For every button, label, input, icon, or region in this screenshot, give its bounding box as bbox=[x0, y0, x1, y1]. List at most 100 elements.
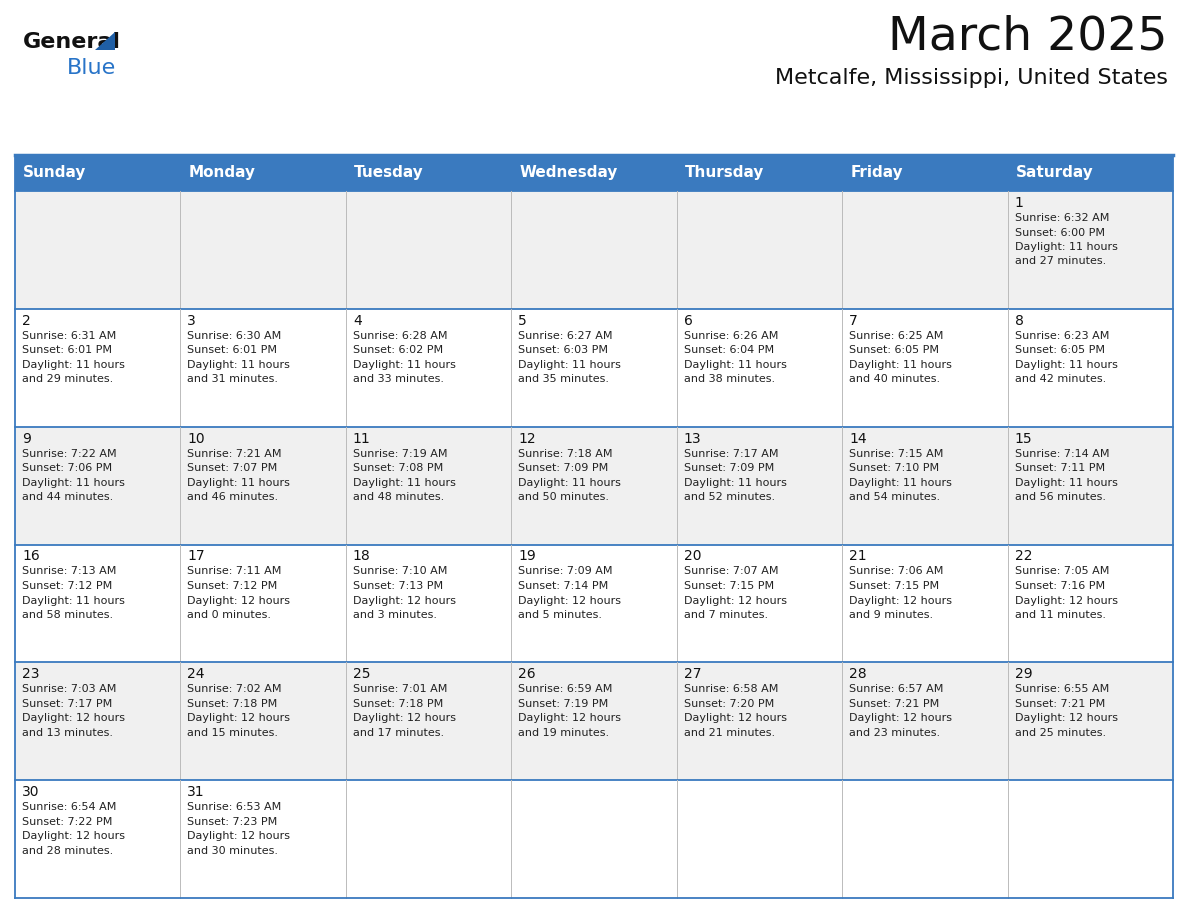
Text: Daylight: 11 hours: Daylight: 11 hours bbox=[1015, 242, 1118, 252]
Text: Daylight: 11 hours: Daylight: 11 hours bbox=[684, 360, 786, 370]
Text: Sunset: 7:13 PM: Sunset: 7:13 PM bbox=[353, 581, 443, 591]
Text: Daylight: 11 hours: Daylight: 11 hours bbox=[849, 477, 952, 487]
Text: Sunrise: 6:32 AM: Sunrise: 6:32 AM bbox=[1015, 213, 1108, 223]
Text: 11: 11 bbox=[353, 431, 371, 445]
Text: 9: 9 bbox=[23, 431, 31, 445]
Text: Daylight: 11 hours: Daylight: 11 hours bbox=[1015, 477, 1118, 487]
Text: Daylight: 12 hours: Daylight: 12 hours bbox=[188, 713, 290, 723]
Text: and 27 minutes.: and 27 minutes. bbox=[1015, 256, 1106, 266]
Text: and 35 minutes.: and 35 minutes. bbox=[518, 375, 609, 385]
Text: Sunset: 7:17 PM: Sunset: 7:17 PM bbox=[23, 699, 112, 709]
Text: and 9 minutes.: and 9 minutes. bbox=[849, 610, 934, 620]
Text: Sunset: 6:03 PM: Sunset: 6:03 PM bbox=[518, 345, 608, 355]
Text: Sunset: 7:21 PM: Sunset: 7:21 PM bbox=[1015, 699, 1105, 709]
Text: Sunset: 7:09 PM: Sunset: 7:09 PM bbox=[518, 464, 608, 473]
Text: 13: 13 bbox=[684, 431, 701, 445]
Text: 25: 25 bbox=[353, 667, 371, 681]
Text: Daylight: 12 hours: Daylight: 12 hours bbox=[684, 596, 786, 606]
Text: Sunset: 7:14 PM: Sunset: 7:14 PM bbox=[518, 581, 608, 591]
Text: Friday: Friday bbox=[851, 165, 903, 181]
Text: Sunrise: 7:03 AM: Sunrise: 7:03 AM bbox=[23, 684, 116, 694]
Text: 30: 30 bbox=[23, 785, 39, 800]
Bar bbox=[15, 427, 1173, 544]
Text: and 28 minutes.: and 28 minutes. bbox=[23, 845, 113, 856]
Text: and 33 minutes.: and 33 minutes. bbox=[353, 375, 444, 385]
Text: and 15 minutes.: and 15 minutes. bbox=[188, 728, 278, 738]
Text: and 31 minutes.: and 31 minutes. bbox=[188, 375, 278, 385]
Text: Sunrise: 7:05 AM: Sunrise: 7:05 AM bbox=[1015, 566, 1108, 577]
Text: Blue: Blue bbox=[67, 58, 116, 78]
Text: 14: 14 bbox=[849, 431, 867, 445]
Text: and 5 minutes.: and 5 minutes. bbox=[518, 610, 602, 620]
Text: 17: 17 bbox=[188, 550, 206, 564]
Text: and 19 minutes.: and 19 minutes. bbox=[518, 728, 609, 738]
Text: Sunset: 6:01 PM: Sunset: 6:01 PM bbox=[23, 345, 112, 355]
Text: and 42 minutes.: and 42 minutes. bbox=[1015, 375, 1106, 385]
Text: Sunrise: 7:18 AM: Sunrise: 7:18 AM bbox=[518, 449, 613, 459]
Text: and 50 minutes.: and 50 minutes. bbox=[518, 492, 609, 502]
Text: and 3 minutes.: and 3 minutes. bbox=[353, 610, 437, 620]
Text: and 23 minutes.: and 23 minutes. bbox=[849, 728, 940, 738]
Text: Sunrise: 6:55 AM: Sunrise: 6:55 AM bbox=[1015, 684, 1108, 694]
Text: 6: 6 bbox=[684, 314, 693, 328]
Bar bbox=[15, 544, 1173, 662]
Text: Sunrise: 6:58 AM: Sunrise: 6:58 AM bbox=[684, 684, 778, 694]
Text: Monday: Monday bbox=[189, 165, 255, 181]
Text: Sunrise: 7:21 AM: Sunrise: 7:21 AM bbox=[188, 449, 282, 459]
Text: Daylight: 11 hours: Daylight: 11 hours bbox=[23, 360, 125, 370]
Text: Daylight: 12 hours: Daylight: 12 hours bbox=[1015, 713, 1118, 723]
Text: Daylight: 12 hours: Daylight: 12 hours bbox=[1015, 596, 1118, 606]
Text: and 30 minutes.: and 30 minutes. bbox=[188, 845, 278, 856]
Text: 8: 8 bbox=[1015, 314, 1023, 328]
Text: 12: 12 bbox=[518, 431, 536, 445]
Text: Daylight: 12 hours: Daylight: 12 hours bbox=[518, 596, 621, 606]
Text: Sunset: 7:20 PM: Sunset: 7:20 PM bbox=[684, 699, 773, 709]
Text: 27: 27 bbox=[684, 667, 701, 681]
Text: and 56 minutes.: and 56 minutes. bbox=[1015, 492, 1106, 502]
Text: Daylight: 11 hours: Daylight: 11 hours bbox=[188, 360, 290, 370]
Text: Daylight: 12 hours: Daylight: 12 hours bbox=[849, 596, 952, 606]
Text: Sunrise: 7:06 AM: Sunrise: 7:06 AM bbox=[849, 566, 943, 577]
Text: 22: 22 bbox=[1015, 550, 1032, 564]
Text: Sunset: 7:15 PM: Sunset: 7:15 PM bbox=[684, 581, 773, 591]
Text: Sunset: 6:02 PM: Sunset: 6:02 PM bbox=[353, 345, 443, 355]
Text: Metcalfe, Mississippi, United States: Metcalfe, Mississippi, United States bbox=[775, 68, 1168, 88]
Text: and 29 minutes.: and 29 minutes. bbox=[23, 375, 113, 385]
Text: Sunset: 6:04 PM: Sunset: 6:04 PM bbox=[684, 345, 773, 355]
Text: Sunrise: 7:17 AM: Sunrise: 7:17 AM bbox=[684, 449, 778, 459]
Bar bbox=[15, 191, 1173, 308]
Text: Sunrise: 6:54 AM: Sunrise: 6:54 AM bbox=[23, 802, 116, 812]
Text: Sunset: 7:16 PM: Sunset: 7:16 PM bbox=[1015, 581, 1105, 591]
Text: Sunset: 7:15 PM: Sunset: 7:15 PM bbox=[849, 581, 940, 591]
Text: 26: 26 bbox=[518, 667, 536, 681]
Text: and 7 minutes.: and 7 minutes. bbox=[684, 610, 767, 620]
Text: 19: 19 bbox=[518, 550, 536, 564]
Text: Sunset: 7:18 PM: Sunset: 7:18 PM bbox=[353, 699, 443, 709]
Text: Daylight: 11 hours: Daylight: 11 hours bbox=[353, 477, 456, 487]
Text: Wednesday: Wednesday bbox=[519, 165, 618, 181]
Text: 28: 28 bbox=[849, 667, 867, 681]
Text: 15: 15 bbox=[1015, 431, 1032, 445]
Text: Daylight: 12 hours: Daylight: 12 hours bbox=[23, 831, 125, 841]
Text: Daylight: 12 hours: Daylight: 12 hours bbox=[849, 713, 952, 723]
Text: Sunrise: 6:30 AM: Sunrise: 6:30 AM bbox=[188, 330, 282, 341]
Text: Sunrise: 6:27 AM: Sunrise: 6:27 AM bbox=[518, 330, 613, 341]
Text: Sunrise: 7:07 AM: Sunrise: 7:07 AM bbox=[684, 566, 778, 577]
Text: Sunset: 7:21 PM: Sunset: 7:21 PM bbox=[849, 699, 940, 709]
Text: and 44 minutes.: and 44 minutes. bbox=[23, 492, 113, 502]
Text: Daylight: 12 hours: Daylight: 12 hours bbox=[188, 831, 290, 841]
Text: Sunday: Sunday bbox=[23, 165, 87, 181]
Text: Daylight: 11 hours: Daylight: 11 hours bbox=[353, 360, 456, 370]
Text: Sunrise: 7:11 AM: Sunrise: 7:11 AM bbox=[188, 566, 282, 577]
Text: Sunset: 7:08 PM: Sunset: 7:08 PM bbox=[353, 464, 443, 473]
Text: 7: 7 bbox=[849, 314, 858, 328]
Text: Daylight: 12 hours: Daylight: 12 hours bbox=[353, 713, 456, 723]
Text: and 48 minutes.: and 48 minutes. bbox=[353, 492, 444, 502]
Text: Sunset: 7:11 PM: Sunset: 7:11 PM bbox=[1015, 464, 1105, 473]
Text: Daylight: 12 hours: Daylight: 12 hours bbox=[353, 596, 456, 606]
Bar bbox=[15, 155, 1173, 191]
Text: Sunrise: 7:01 AM: Sunrise: 7:01 AM bbox=[353, 684, 447, 694]
Text: and 17 minutes.: and 17 minutes. bbox=[353, 728, 444, 738]
Text: and 38 minutes.: and 38 minutes. bbox=[684, 375, 775, 385]
Text: Sunrise: 6:25 AM: Sunrise: 6:25 AM bbox=[849, 330, 943, 341]
